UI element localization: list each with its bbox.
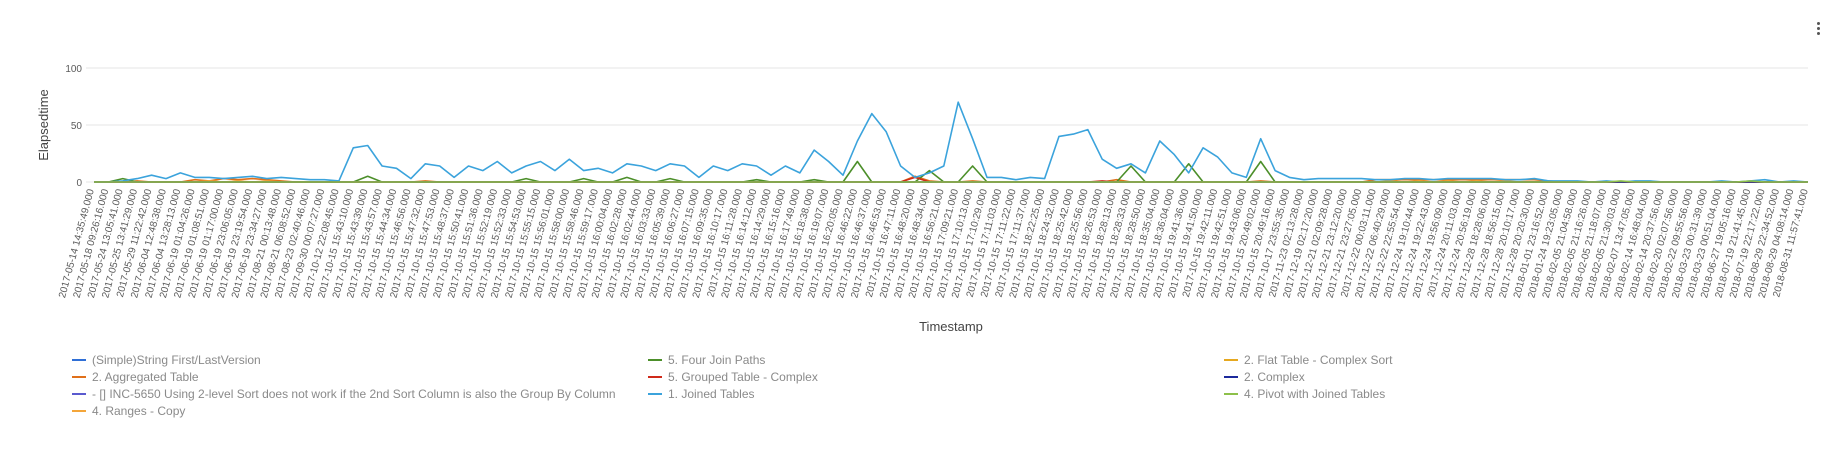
legend-swatch [1224,375,1238,378]
legend-swatch [648,375,662,378]
legend-swatch [1224,358,1238,361]
gridlines [86,67,1808,183]
series-line [94,160,1808,183]
legend-item[interactable]: 2. Complex [1224,369,1800,384]
legend-label: 5. Four Join Paths [668,352,766,367]
legend-label: 5. Grouped Table - Complex [668,369,818,384]
legend-item[interactable]: - [] INC-5650 Using 2-level Sort does no… [72,386,648,401]
y-tick-label: 0 [76,178,82,189]
legend-item[interactable]: 5. Four Join Paths [648,352,1224,367]
series-line [94,180,1808,183]
x-axis-title: Timestamp [919,319,983,334]
y-tick-label: 50 [71,121,83,132]
y-axis-ticks: 0 50 100 [65,64,82,189]
legend-item[interactable]: 4. Pivot with Joined Tables [1224,386,1800,401]
legend-swatch [72,392,86,395]
legend-label: 2. Aggregated Table [92,369,199,384]
more-vertical-icon[interactable] [1812,20,1824,42]
series-lines [94,101,1809,183]
legend-swatch [648,358,662,361]
legend-item[interactable]: 2. Aggregated Table [72,369,648,384]
legend-label: 2. Flat Table - Complex Sort [1244,352,1393,367]
legend-label: - [] INC-5650 Using 2-level Sort does no… [92,386,616,401]
legend-swatch [1224,392,1238,395]
legend-swatch [72,358,86,361]
series-line [94,101,1809,183]
legend-label: 4. Ranges - Copy [92,403,186,418]
legend-swatch [72,375,86,378]
legend-item[interactable]: 5. Grouped Table - Complex [648,369,1224,384]
legend-label: 2. Complex [1244,369,1305,384]
y-tick-label: 100 [65,64,82,75]
legend-item[interactable]: 1. Joined Tables [648,386,1224,401]
legend-item[interactable]: (Simple)String First/LastVersion [72,352,648,367]
legend-label: (Simple)String First/LastVersion [92,352,261,367]
legend-item[interactable]: 4. Ranges - Copy [72,403,648,418]
chart-legend: (Simple)String First/LastVersion 5. Four … [72,352,1792,418]
legend-swatch [648,392,662,395]
legend-item[interactable]: 2. Flat Table - Complex Sort [1224,352,1800,367]
y-axis-title: Elapsedtime [36,89,51,161]
legend-label: 4. Pivot with Joined Tables [1244,386,1386,401]
legend-label: 1. Joined Tables [668,386,755,401]
legend-swatch [72,409,86,412]
